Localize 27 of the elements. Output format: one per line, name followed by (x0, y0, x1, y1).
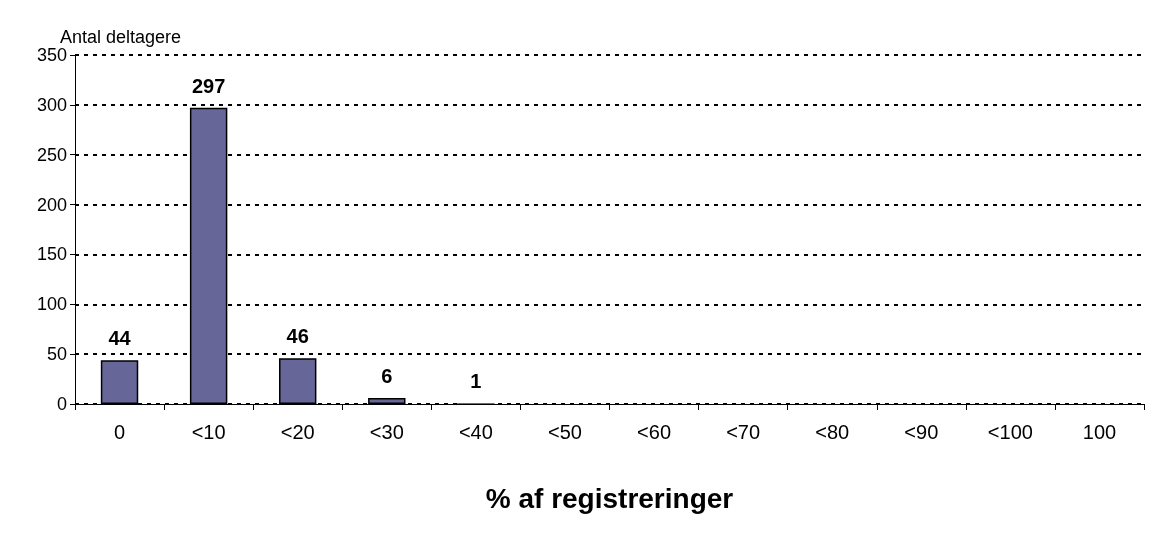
y-tick-label: 150 (36, 244, 67, 265)
y-tick-label: 50 (46, 344, 67, 365)
x-axis-title: % af registreringer (485, 482, 734, 514)
y-tick-label: 350 (36, 45, 67, 65)
y-tick-label: 250 (36, 144, 67, 165)
x-tick-label: <100 (987, 421, 1033, 443)
y-tick-label: 0 (56, 394, 67, 414)
data-label: 46 (286, 325, 309, 348)
x-tick-label: 0 (113, 421, 126, 443)
x-tick-label: <10 (191, 421, 226, 443)
y-tick-label: 300 (36, 94, 67, 115)
x-tick-label: <80 (815, 421, 850, 443)
x-tick-label: 100 (1082, 421, 1117, 443)
x-tick-label: <50 (547, 421, 582, 443)
x-tick-label: <30 (369, 421, 404, 443)
x-tick-label: <60 (637, 421, 672, 443)
x-tick-label: <90 (904, 421, 939, 443)
x-tick-label: <70 (726, 421, 761, 443)
data-label: 44 (108, 327, 132, 350)
data-label: 1 (470, 370, 482, 392)
x-tick-label: <20 (280, 421, 315, 443)
data-label: 6 (381, 365, 393, 388)
y-axis-title: Antal deltagere (60, 27, 182, 48)
y-tick-label: 100 (36, 294, 67, 315)
data-label: 297 (191, 74, 226, 97)
y-tick-label: 200 (36, 194, 67, 215)
x-tick-label: <40 (458, 421, 493, 443)
